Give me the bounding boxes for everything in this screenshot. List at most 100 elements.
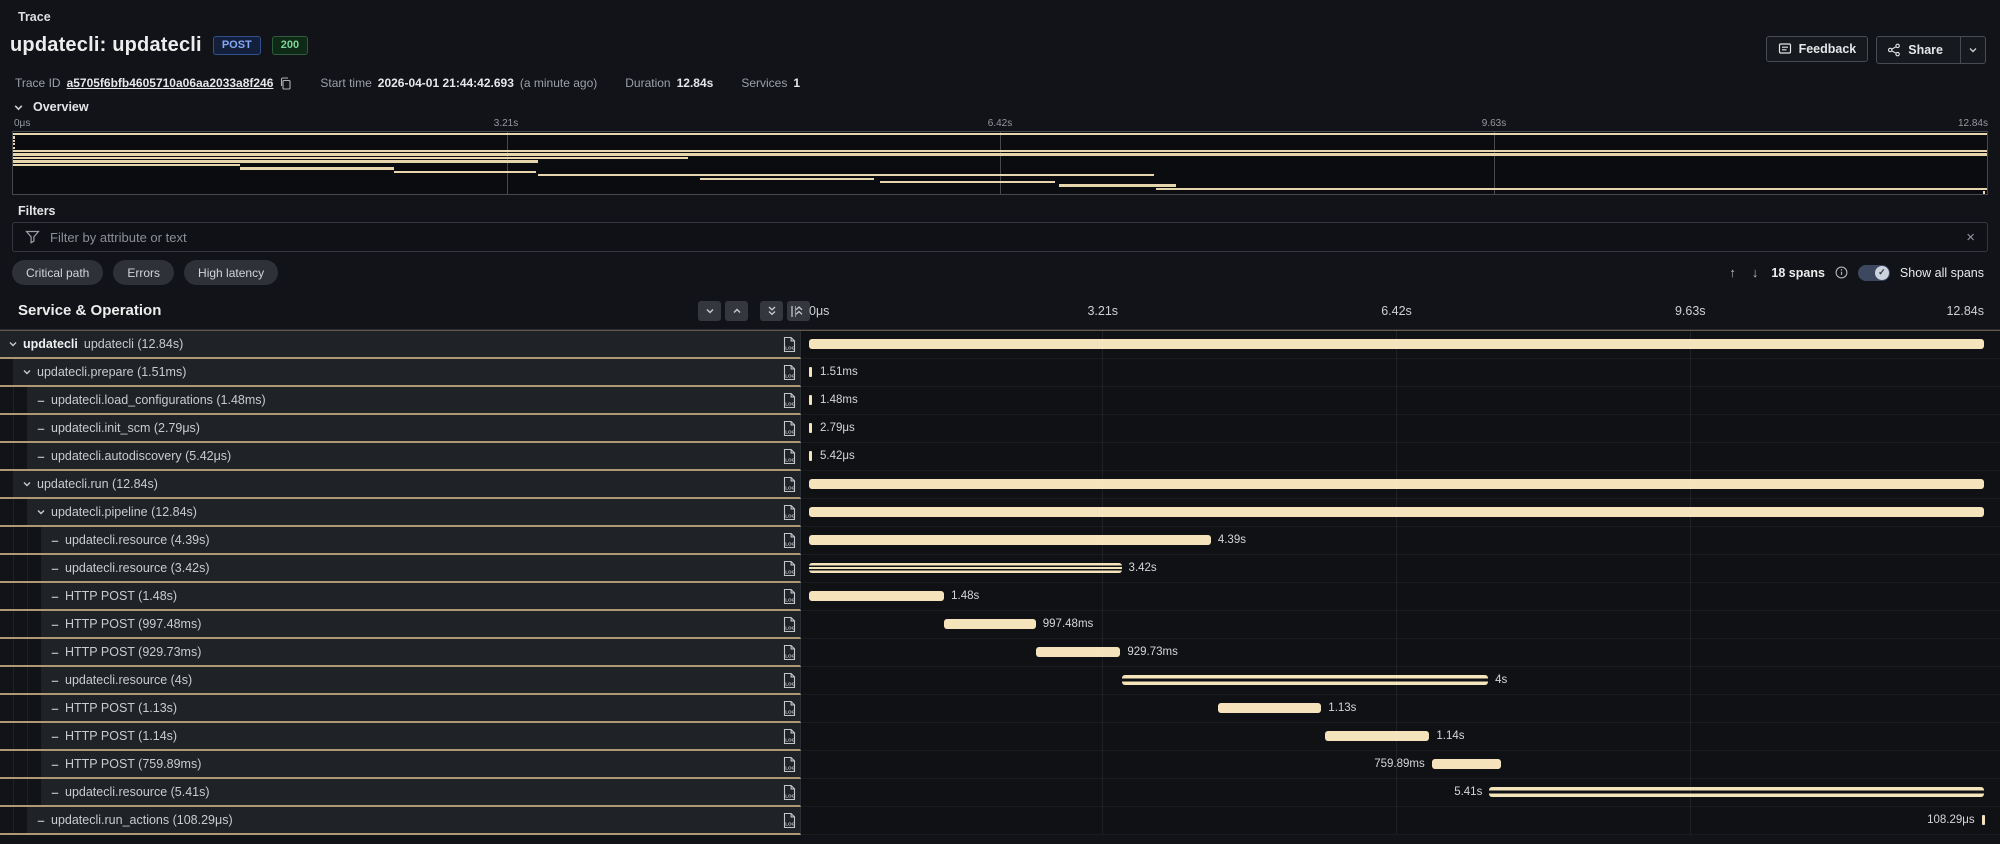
filter-pill-high-latency[interactable]: High latency xyxy=(184,260,279,285)
span-logs-button[interactable]: LOG xyxy=(783,560,796,577)
span-timeline-cell[interactable]: 4s xyxy=(801,667,2000,695)
span-logs-button[interactable]: LOG xyxy=(783,476,796,493)
collapse-one-button[interactable] xyxy=(698,301,721,321)
span-row[interactable]: – updatecli.resource (4.39s) LOG 4.39s xyxy=(0,527,2000,555)
span-timeline-cell[interactable]: 2.79μs xyxy=(801,415,2000,443)
span-logs-button[interactable]: LOG xyxy=(783,784,796,801)
show-all-spans-toggle[interactable]: ✓ xyxy=(1857,264,1890,281)
span-timeline-cell[interactable]: 5.41s xyxy=(801,779,2000,807)
span-timeline-cell[interactable] xyxy=(801,499,2000,527)
span-name-cell[interactable]: – HTTP POST (929.73ms) LOG xyxy=(0,639,801,667)
span-bar[interactable] xyxy=(809,507,1984,517)
span-bar[interactable] xyxy=(809,535,1211,545)
collapse-all-button[interactable] xyxy=(760,301,783,321)
span-timeline-cell[interactable]: 1.13s xyxy=(801,695,2000,723)
span-bar[interactable] xyxy=(1217,703,1322,713)
copy-icon[interactable] xyxy=(279,76,292,90)
overview-section-toggle[interactable]: Overview xyxy=(13,100,89,114)
span-row[interactable]: – updatecli.resource (5.41s) LOG 5.41s xyxy=(0,779,2000,807)
filter-pill-errors[interactable]: Errors xyxy=(113,260,175,285)
span-name-cell[interactable]: – updatecli.run_actions (108.29μs) LOG xyxy=(0,807,801,835)
span-timeline-cell[interactable] xyxy=(801,471,2000,499)
expand-all-button[interactable] xyxy=(787,301,810,321)
filter-pill-critical-path[interactable]: Critical path xyxy=(12,260,104,285)
span-name-cell[interactable]: – updatecli.load_configurations (1.48ms) L… xyxy=(0,387,801,415)
collapse-span-icon[interactable] xyxy=(5,331,21,357)
span-bar[interactable] xyxy=(1324,731,1430,741)
span-row[interactable]: updatecli.run (12.84s) LOG xyxy=(0,471,2000,499)
collapse-span-icon[interactable] xyxy=(19,471,35,497)
span-name-cell[interactable]: – updatecli.init_scm (2.79μs) LOG xyxy=(0,415,801,443)
span-row[interactable]: – updatecli.resource (3.42s) LOG 3.42s xyxy=(0,555,2000,583)
span-name-cell[interactable]: – HTTP POST (1.14s) LOG xyxy=(0,723,801,751)
span-bar[interactable] xyxy=(1431,759,1502,769)
span-timeline-cell[interactable]: 1.48ms xyxy=(801,387,2000,415)
share-dropdown-button[interactable] xyxy=(1960,37,1985,63)
span-bar[interactable] xyxy=(809,395,812,405)
span-name-cell[interactable]: updatecli.pipeline (12.84s) LOG xyxy=(0,499,801,527)
span-name-cell[interactable]: updatecli updatecli (12.84s) LOG xyxy=(0,331,801,359)
span-bar[interactable] xyxy=(809,479,1984,489)
span-bar[interactable] xyxy=(1035,647,1121,657)
span-bar[interactable] xyxy=(809,367,812,377)
next-span-button[interactable]: ↓ xyxy=(1749,265,1762,280)
span-logs-button[interactable]: LOG xyxy=(783,812,796,829)
span-name-cell[interactable]: – HTTP POST (1.48s) LOG xyxy=(0,583,801,611)
span-name-cell[interactable]: updatecli.prepare (1.51ms) LOG xyxy=(0,359,801,387)
span-bar[interactable] xyxy=(1489,787,1984,797)
collapse-span-icon[interactable] xyxy=(19,359,35,385)
span-name-cell[interactable]: – updatecli.resource (4s) LOG xyxy=(0,667,801,695)
span-row[interactable]: – updatecli.resource (4s) LOG 4s xyxy=(0,667,2000,695)
span-bar[interactable] xyxy=(809,451,812,461)
span-timeline-cell[interactable]: 1.51ms xyxy=(801,359,2000,387)
span-name-cell[interactable]: – updatecli.resource (4.39s) LOG xyxy=(0,527,801,555)
span-logs-button[interactable]: LOG xyxy=(783,700,796,717)
span-row[interactable]: updatecli.prepare (1.51ms) LOG 1.51ms xyxy=(0,359,2000,387)
span-logs-button[interactable]: LOG xyxy=(783,532,796,549)
span-logs-button[interactable]: LOG xyxy=(783,420,796,437)
span-row[interactable]: – updatecli.load_configurations (1.48ms) L… xyxy=(0,387,2000,415)
span-bar[interactable] xyxy=(1121,675,1489,685)
span-logs-button[interactable]: LOG xyxy=(783,504,796,521)
span-logs-button[interactable]: LOG xyxy=(783,392,796,409)
span-row[interactable]: – HTTP POST (1.13s) LOG 1.13s xyxy=(0,695,2000,723)
span-timeline-cell[interactable]: 108.29μs xyxy=(801,807,2000,835)
span-logs-button[interactable]: LOG xyxy=(783,644,796,661)
span-name-cell[interactable]: – updatecli.resource (5.41s) LOG xyxy=(0,779,801,807)
collapse-span-icon[interactable] xyxy=(33,499,49,525)
feedback-button[interactable]: Feedback xyxy=(1765,36,1869,62)
span-logs-button[interactable]: LOG xyxy=(783,616,796,633)
span-row[interactable]: updatecli.pipeline (12.84s) LOG xyxy=(0,499,2000,527)
span-timeline-cell[interactable]: 929.73ms xyxy=(801,639,2000,667)
prev-span-button[interactable]: ↑ xyxy=(1726,265,1739,280)
span-name-cell[interactable]: updatecli.run (12.84s) LOG xyxy=(0,471,801,499)
span-row[interactable]: – HTTP POST (1.14s) LOG 1.14s xyxy=(0,723,2000,751)
expand-one-button[interactable] xyxy=(725,301,748,321)
span-bar[interactable] xyxy=(809,423,812,433)
filter-input[interactable]: Filter by attribute or text × xyxy=(12,222,1988,252)
span-bar[interactable] xyxy=(809,339,1984,349)
share-button[interactable]: Share xyxy=(1877,37,1953,63)
trace-id-value[interactable]: a5705f6bfb4605710a06aa2033a8f246 xyxy=(66,76,274,90)
span-row[interactable]: – HTTP POST (929.73ms) LOG 929.73ms xyxy=(0,639,2000,667)
span-row[interactable]: – updatecli.run_actions (108.29μs) LOG 108.… xyxy=(0,807,2000,835)
span-name-cell[interactable]: – HTTP POST (1.13s) LOG xyxy=(0,695,801,723)
span-row[interactable]: – HTTP POST (1.48s) LOG 1.48s xyxy=(0,583,2000,611)
trace-minimap[interactable] xyxy=(12,131,1988,195)
span-logs-button[interactable]: LOG xyxy=(783,364,796,381)
span-bar[interactable] xyxy=(1981,815,1985,825)
span-bar[interactable] xyxy=(809,563,1122,573)
span-logs-button[interactable]: LOG xyxy=(783,448,796,465)
span-timeline-cell[interactable]: 4.39s xyxy=(801,527,2000,555)
span-name-cell[interactable]: – updatecli.resource (3.42s) LOG xyxy=(0,555,801,583)
span-row[interactable]: – HTTP POST (997.48ms) LOG 997.48ms xyxy=(0,611,2000,639)
span-timeline-cell[interactable] xyxy=(801,331,2000,359)
span-logs-button[interactable]: LOG xyxy=(783,672,796,689)
span-name-cell[interactable]: – updatecli.autodiscovery (5.42μs) LOG xyxy=(0,443,801,471)
span-row[interactable]: – HTTP POST (759.89ms) LOG 759.89ms xyxy=(0,751,2000,779)
span-timeline-cell[interactable]: 5.42μs xyxy=(801,443,2000,471)
span-timeline-cell[interactable]: 1.48s xyxy=(801,583,2000,611)
span-logs-button[interactable]: LOG xyxy=(783,588,796,605)
span-name-cell[interactable]: – HTTP POST (759.89ms) LOG xyxy=(0,751,801,779)
span-name-cell[interactable]: – HTTP POST (997.48ms) LOG xyxy=(0,611,801,639)
